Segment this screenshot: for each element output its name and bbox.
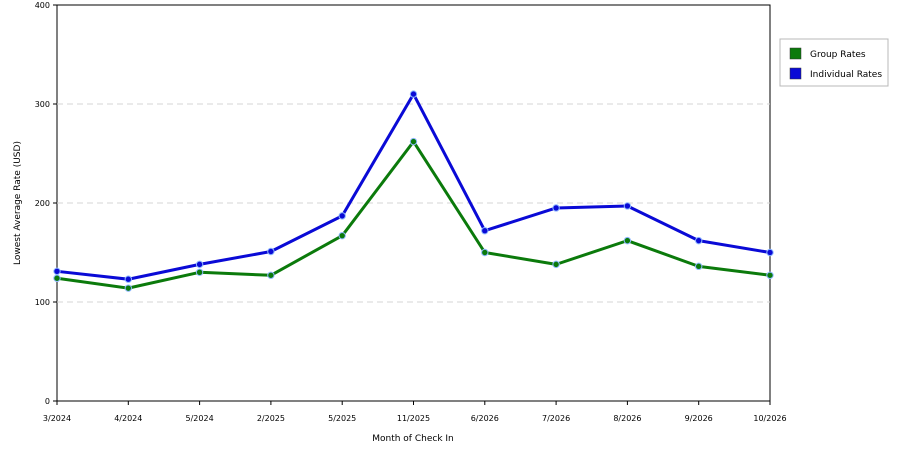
axes: 0 100 200 300 400 3/2024 4/2024 5/2024 2/2025 5/2…	[35, 1, 787, 423]
y-tick-label: 200	[35, 199, 50, 208]
x-tick-label: 9/2026	[685, 414, 713, 423]
data-point-individual-rates	[124, 275, 133, 283]
data-point-group-rates	[623, 236, 632, 245]
x-tick-label: 5/2024	[186, 414, 214, 423]
x-tick-label: 11/2025	[397, 414, 430, 423]
data-point-individual-rates	[766, 248, 774, 257]
data-point-individual-rates	[338, 212, 346, 220]
data-point-group-rates	[409, 137, 418, 146]
x-tick-label: 3/2024	[43, 414, 71, 423]
x-tick-label: 5/2025	[328, 414, 356, 423]
data-point-group-rates	[267, 271, 275, 279]
data-point-group-rates	[53, 274, 61, 282]
plot-area	[56, 4, 771, 402]
grid-lines	[57, 103, 770, 303]
data-point-group-rates	[766, 271, 774, 279]
y-tick-label: 0	[45, 397, 50, 406]
x-axis-title: Month of Check In	[372, 434, 454, 444]
data-point-group-rates	[195, 268, 204, 276]
legend-swatch-group-rates	[789, 47, 802, 60]
legend-label-group-rates: Group Rates	[810, 50, 866, 60]
x-tick-label: 6/2026	[471, 414, 499, 423]
data-point-individual-rates	[267, 247, 275, 256]
legend: Group Rates Individual Rates	[779, 38, 889, 87]
data-point-group-rates	[481, 248, 489, 257]
data-point-individual-rates	[552, 204, 560, 212]
legend-label-individual-rates: Individual Rates	[810, 70, 882, 80]
data-point-individual-rates	[695, 236, 703, 245]
x-tick-label: 7/2026	[542, 414, 570, 423]
data-point-group-rates	[552, 260, 560, 269]
series-lines	[53, 90, 774, 292]
y-tick-label: 300	[35, 100, 50, 109]
data-point-group-rates	[338, 231, 346, 240]
x-tick-label: 8/2026	[613, 414, 641, 423]
data-point-individual-rates	[623, 202, 632, 210]
legend-swatch-individual-rates	[789, 67, 802, 80]
y-tick-label: 400	[35, 1, 50, 10]
x-tick-label: 4/2024	[114, 414, 142, 423]
data-point-individual-rates	[481, 227, 489, 235]
data-point-individual-rates	[409, 90, 418, 98]
data-point-group-rates	[695, 262, 703, 271]
y-tick-label: 100	[35, 298, 50, 307]
data-point-individual-rates	[195, 260, 204, 269]
x-tick-label: 2/2025	[257, 414, 285, 423]
y-axis-title: Lowest Average Rate (USD)	[13, 141, 23, 265]
x-tick-label: 10/2026	[753, 414, 786, 423]
data-point-individual-rates	[53, 267, 61, 276]
data-point-group-rates	[124, 284, 133, 292]
